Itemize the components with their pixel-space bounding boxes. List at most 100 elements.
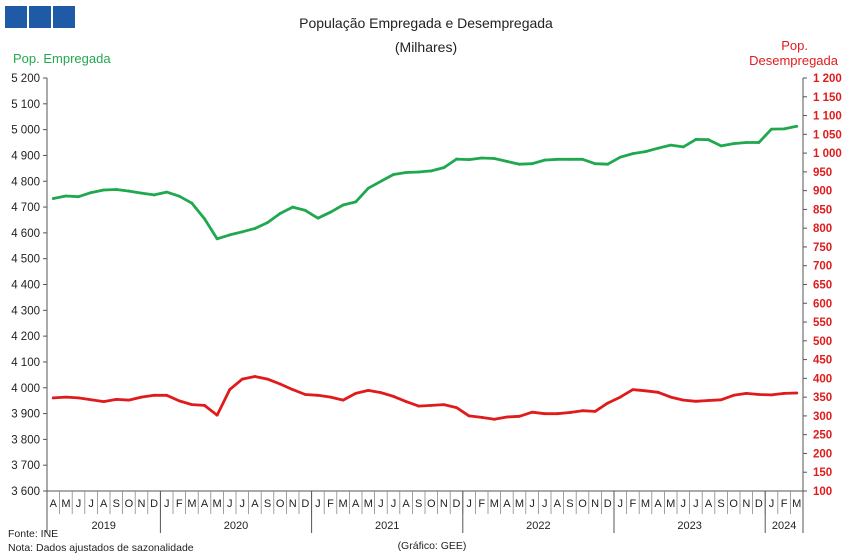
month-label: F bbox=[630, 498, 637, 510]
unemployed-data-point bbox=[266, 377, 269, 381]
left-tick-label: 4 800 bbox=[11, 176, 40, 188]
unemployed-data-point bbox=[291, 388, 295, 392]
employed-data-point bbox=[354, 200, 358, 204]
month-label: A bbox=[554, 498, 562, 510]
unemployed-data-point bbox=[429, 403, 433, 407]
unemployed-data-point bbox=[140, 395, 143, 399]
unemployed-data-point bbox=[228, 388, 232, 392]
employed-data-point bbox=[467, 158, 471, 161]
month-label: F bbox=[327, 498, 334, 510]
employed-data-point bbox=[140, 191, 143, 195]
employed-data-point bbox=[392, 173, 395, 176]
left-tick-label: 5 000 bbox=[11, 125, 40, 137]
left-tick-label: 4 100 bbox=[11, 357, 40, 369]
employed-series-line bbox=[51, 124, 799, 241]
right-tick-label: 1 000 bbox=[813, 148, 842, 160]
employed-data-point bbox=[681, 145, 685, 149]
unemployed-data-point bbox=[89, 398, 93, 402]
unemployed-data-point bbox=[795, 391, 799, 395]
employed-data-point bbox=[190, 201, 194, 205]
unemployed-data-point bbox=[114, 397, 118, 401]
unemployed-data-point bbox=[555, 412, 559, 416]
left-tick-label: 3 900 bbox=[11, 409, 40, 421]
right-tick-label: 550 bbox=[813, 317, 832, 329]
month-label: M bbox=[792, 498, 801, 510]
right-tick-label: 850 bbox=[813, 204, 832, 216]
employed-data-point bbox=[404, 171, 408, 174]
unemployed-data-point bbox=[530, 410, 534, 414]
right-tick-label: 700 bbox=[813, 261, 832, 273]
month-label: F bbox=[478, 498, 485, 510]
unemployed-data-point bbox=[505, 415, 509, 419]
employed-data-point bbox=[593, 162, 597, 166]
month-label: J bbox=[227, 498, 233, 510]
right-tick-label: 650 bbox=[813, 280, 832, 292]
footer-note: Nota: Dados ajustados de sazonalidade bbox=[8, 542, 194, 554]
unemployed-data-point bbox=[770, 393, 773, 397]
employed-data-point bbox=[744, 141, 748, 144]
employed-data-point bbox=[177, 194, 181, 198]
employed-data-point bbox=[568, 157, 572, 161]
unemployed-data-point bbox=[341, 398, 345, 402]
unemployed-data-point bbox=[656, 390, 660, 394]
month-label: M bbox=[515, 498, 524, 510]
unemployed-data-point bbox=[165, 393, 169, 397]
right-tick-label: 1 050 bbox=[813, 129, 842, 141]
employed-data-point bbox=[795, 124, 799, 128]
employed-data-point bbox=[555, 157, 559, 161]
employed-data-point bbox=[669, 143, 673, 147]
unemployed-data-point bbox=[240, 377, 244, 381]
month-label: N bbox=[289, 498, 297, 510]
month-label: J bbox=[769, 498, 775, 510]
logo-square bbox=[53, 6, 75, 28]
month-label: J bbox=[378, 498, 384, 510]
right-tick-label: 100 bbox=[813, 486, 832, 498]
month-label: S bbox=[717, 498, 724, 510]
chart-subtitle: (Milhares) bbox=[395, 39, 457, 55]
unemployed-data-point bbox=[492, 417, 496, 421]
unemployed-data-point bbox=[354, 391, 358, 395]
employed-data-point bbox=[253, 227, 257, 230]
right-tick-label: 350 bbox=[813, 392, 832, 404]
unemployed-data-point bbox=[518, 414, 521, 418]
unemployed-data-point bbox=[581, 409, 584, 413]
month-label: J bbox=[681, 498, 687, 510]
month-label: A bbox=[50, 498, 58, 510]
left-tick-label: 4 700 bbox=[11, 202, 40, 214]
unemployed-data-point bbox=[190, 403, 194, 407]
unemployed-data-point bbox=[644, 389, 647, 393]
footer-credit: (Gráfico: GEE) bbox=[398, 540, 467, 552]
right-tick-label: 450 bbox=[813, 355, 832, 367]
logo bbox=[5, 6, 77, 28]
right-tick-label: 1 100 bbox=[813, 111, 842, 123]
left-tick-label: 4 400 bbox=[11, 280, 40, 292]
unemployed-data-point bbox=[455, 406, 458, 410]
month-label: M bbox=[187, 498, 196, 510]
unemployed-data-point bbox=[329, 395, 332, 399]
unemployed-data-point bbox=[303, 393, 307, 396]
left-tick-label: 5 100 bbox=[11, 99, 40, 111]
employed-data-point bbox=[215, 237, 219, 241]
month-label: O bbox=[578, 498, 587, 510]
right-tick-label: 750 bbox=[813, 242, 832, 254]
left-tick-label: 3 700 bbox=[11, 460, 40, 472]
month-label: A bbox=[503, 498, 511, 510]
month-label: S bbox=[264, 498, 271, 510]
employed-data-point bbox=[240, 230, 244, 234]
employed-data-point bbox=[203, 217, 206, 221]
month-label: J bbox=[618, 498, 624, 510]
employed-data-point bbox=[770, 127, 773, 131]
employed-data-point bbox=[165, 190, 169, 194]
month-label: N bbox=[742, 498, 750, 510]
left-tick-label: 4 200 bbox=[11, 331, 40, 343]
unemployed-data-point bbox=[102, 400, 106, 404]
employed-data-point bbox=[480, 156, 484, 160]
employed-data-point bbox=[114, 188, 118, 191]
left-tick-label: 4 900 bbox=[11, 150, 40, 162]
unemployed-data-point bbox=[732, 393, 736, 397]
unemployed-data-point bbox=[379, 391, 383, 395]
month-label: O bbox=[276, 498, 285, 510]
logo-square bbox=[29, 6, 51, 28]
year-label: 2022 bbox=[526, 520, 550, 532]
